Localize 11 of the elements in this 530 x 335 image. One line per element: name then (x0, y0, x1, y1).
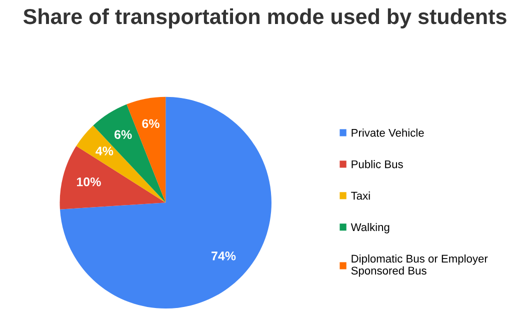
chart-title: Share of transportation mode used by students (23, 8, 506, 28)
data-label: 10% (77, 177, 101, 186)
data-label: 4% (96, 146, 114, 156)
legend-label: Taxi (351, 192, 370, 200)
legend-label: Walking (350, 222, 390, 234)
legend-label: Diplomatic Bus or Employer Sponsored Bus (351, 254, 488, 277)
legend-label: Public Bus (352, 160, 403, 168)
legend-label: Private Vehicle (352, 128, 424, 137)
data-label: 74% (212, 252, 236, 260)
data-label: 6% (114, 130, 132, 139)
data-label: 6% (142, 119, 160, 128)
